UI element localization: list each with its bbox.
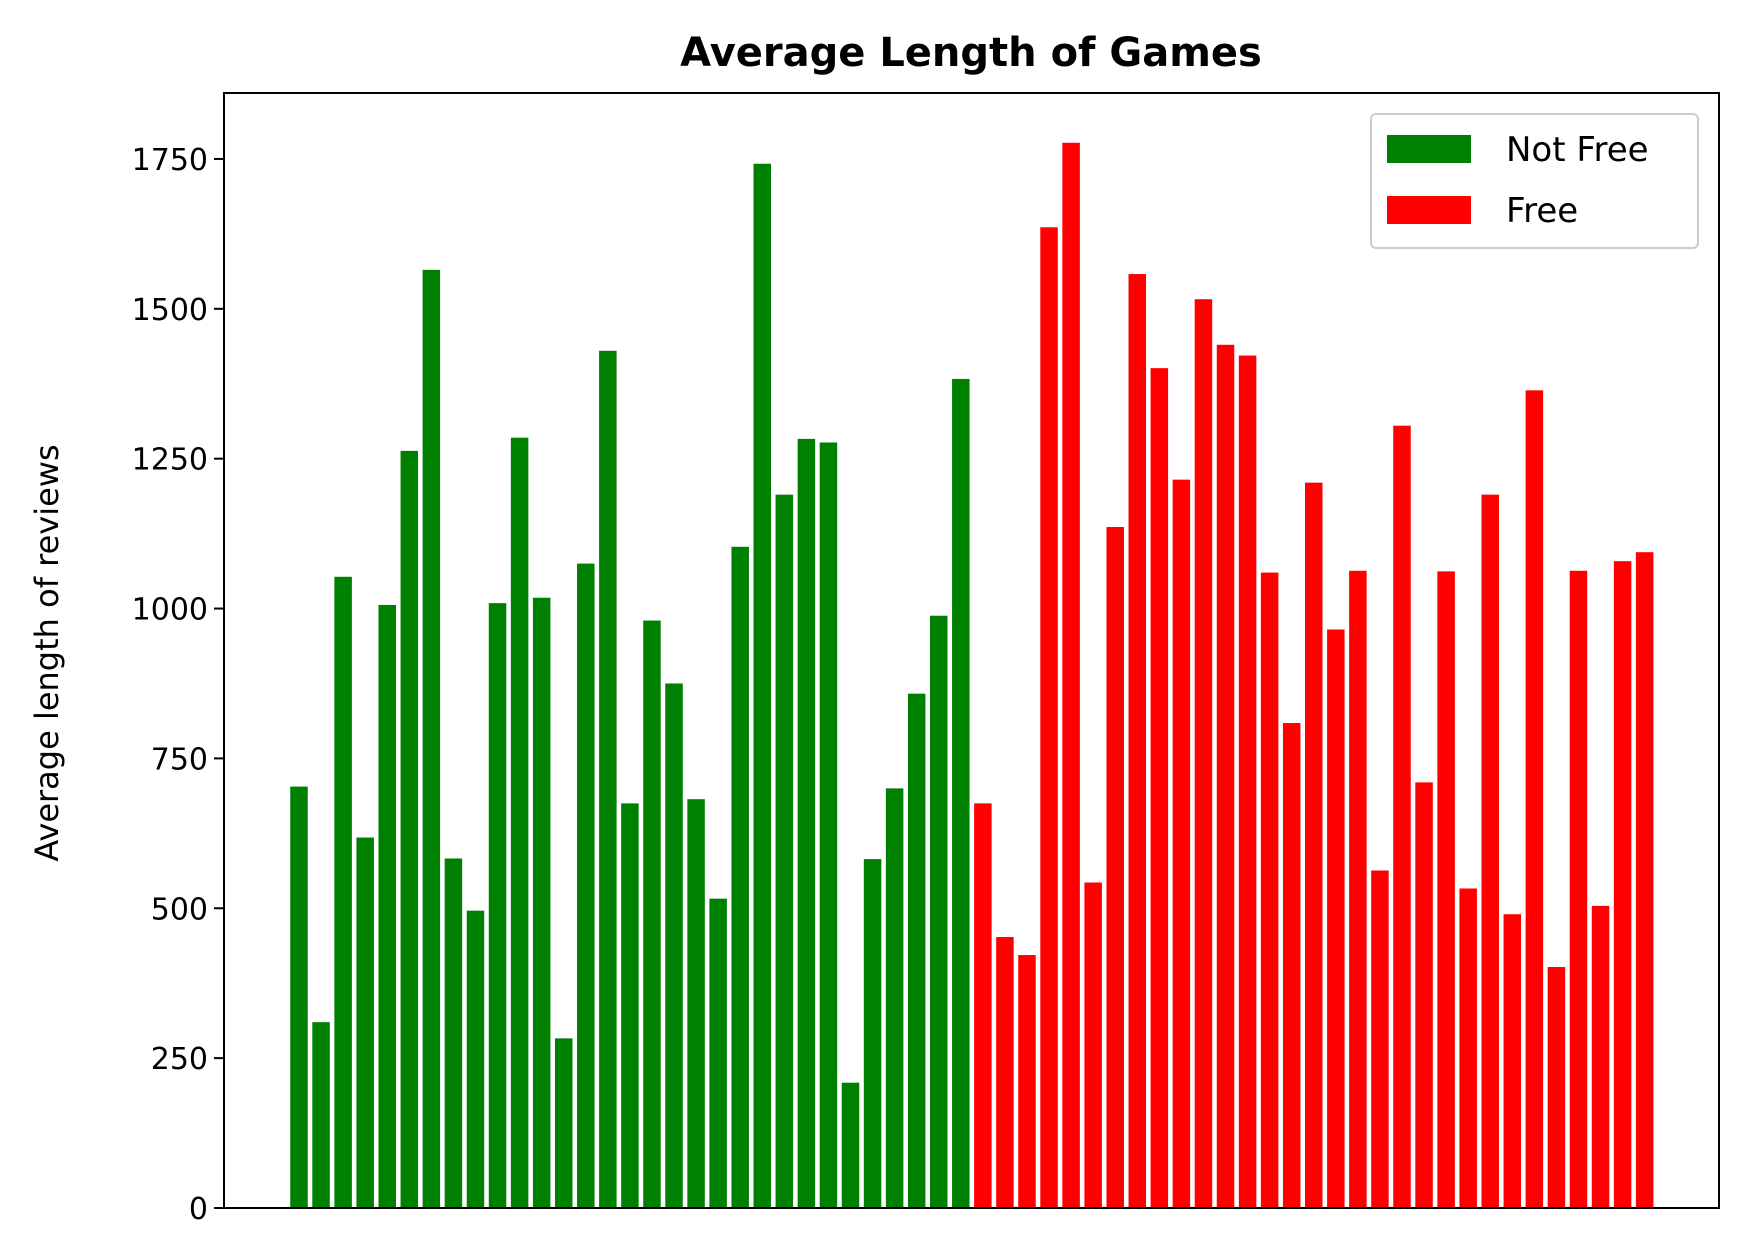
- bar-not-free-15: [621, 803, 639, 1208]
- bar-not-free-16: [643, 620, 661, 1208]
- bar-free-0: [974, 803, 992, 1208]
- bar-not-free-5: [400, 450, 419, 1208]
- bar-free-23: [1481, 494, 1499, 1208]
- bar-free-21: [1437, 571, 1455, 1208]
- bar-free-5: [1084, 882, 1102, 1208]
- bar-not-free-8: [466, 910, 485, 1208]
- bar-free-14: [1282, 723, 1301, 1208]
- y-axis: 0 250 500 750 1000 1250 1500 1750: [132, 143, 224, 1227]
- y-tick-label-1750: 1750: [132, 143, 208, 178]
- plot-frame: [223, 92, 1720, 1209]
- legend-swatch-not-free: [1387, 135, 1471, 163]
- legend-label-not-free: Not Free: [1506, 130, 1649, 170]
- legend-label-free: Free: [1506, 191, 1578, 231]
- legend: Not Free Free: [1370, 113, 1699, 249]
- bar-not-free-13: [577, 563, 595, 1208]
- bar-not-free-21: [753, 163, 772, 1209]
- bar-not-free-29: [929, 615, 948, 1208]
- bar-free-22: [1459, 888, 1477, 1208]
- bar-free-26: [1547, 967, 1566, 1208]
- bar-free-6: [1106, 527, 1124, 1208]
- bar-free-16: [1327, 629, 1345, 1208]
- bar-free-4: [1062, 142, 1080, 1208]
- bar-free-18: [1371, 870, 1389, 1208]
- bar-not-free-12: [554, 1038, 573, 1208]
- bar-not-free-2: [334, 576, 352, 1208]
- bar-not-free-18: [687, 799, 705, 1208]
- bar-free-27: [1569, 570, 1588, 1208]
- bar-free-10: [1194, 299, 1213, 1209]
- bar-not-free-19: [709, 898, 727, 1208]
- bar-free-11: [1216, 344, 1235, 1208]
- y-tick-label-250: 250: [151, 1042, 208, 1077]
- y-tick-label-0: 0: [189, 1192, 208, 1227]
- bar-free-13: [1260, 572, 1279, 1208]
- bar-not-free-11: [532, 597, 551, 1208]
- y-tick-label-1000: 1000: [132, 593, 208, 628]
- bar-not-free-17: [665, 683, 683, 1208]
- bar-not-free-6: [422, 269, 441, 1209]
- bars-group: [290, 142, 1654, 1209]
- bar-free-30: [1635, 552, 1654, 1208]
- y-tick-label-750: 750: [151, 742, 208, 777]
- bar-free-12: [1238, 355, 1257, 1208]
- bar-not-free-10: [510, 437, 529, 1208]
- bar-free-17: [1349, 570, 1367, 1208]
- bar-not-free-4: [378, 604, 396, 1208]
- bar-free-19: [1393, 425, 1411, 1208]
- bar-not-free-25: [841, 1082, 860, 1208]
- bar-free-20: [1415, 782, 1433, 1208]
- bar-not-free-23: [797, 438, 816, 1208]
- bar-free-29: [1613, 561, 1632, 1208]
- bar-not-free-0: [290, 786, 308, 1208]
- y-tick-label-500: 500: [151, 892, 208, 927]
- bar-free-7: [1128, 274, 1147, 1208]
- chart-title: Average Length of Games: [680, 30, 1262, 76]
- y-axis-label: Average length of reviews: [28, 444, 66, 861]
- bar-not-free-30: [952, 378, 970, 1208]
- bar-not-free-3: [356, 837, 374, 1208]
- bar-not-free-9: [488, 603, 507, 1208]
- bar-not-free-14: [599, 350, 617, 1208]
- bar-free-8: [1150, 368, 1169, 1208]
- y-tick-label-1250: 1250: [132, 443, 208, 478]
- bar-not-free-7: [444, 858, 463, 1208]
- bar-free-2: [1018, 955, 1036, 1208]
- bar-not-free-24: [819, 442, 838, 1208]
- bar-not-free-22: [775, 494, 794, 1208]
- bar-free-28: [1591, 905, 1610, 1208]
- bar-free-15: [1305, 482, 1323, 1208]
- bar-free-3: [1040, 227, 1058, 1208]
- bar-not-free-20: [731, 546, 749, 1208]
- bar-not-free-26: [863, 859, 882, 1208]
- bar-free-24: [1503, 914, 1522, 1208]
- y-tick-label-1500: 1500: [132, 293, 208, 328]
- bar-not-free-28: [907, 693, 926, 1208]
- bar-not-free-27: [885, 788, 904, 1208]
- bar-free-25: [1525, 390, 1544, 1209]
- legend-swatch-free: [1387, 196, 1471, 224]
- bar-not-free-1: [312, 1022, 330, 1208]
- bar-free-1: [996, 937, 1014, 1208]
- bar-free-9: [1172, 479, 1191, 1208]
